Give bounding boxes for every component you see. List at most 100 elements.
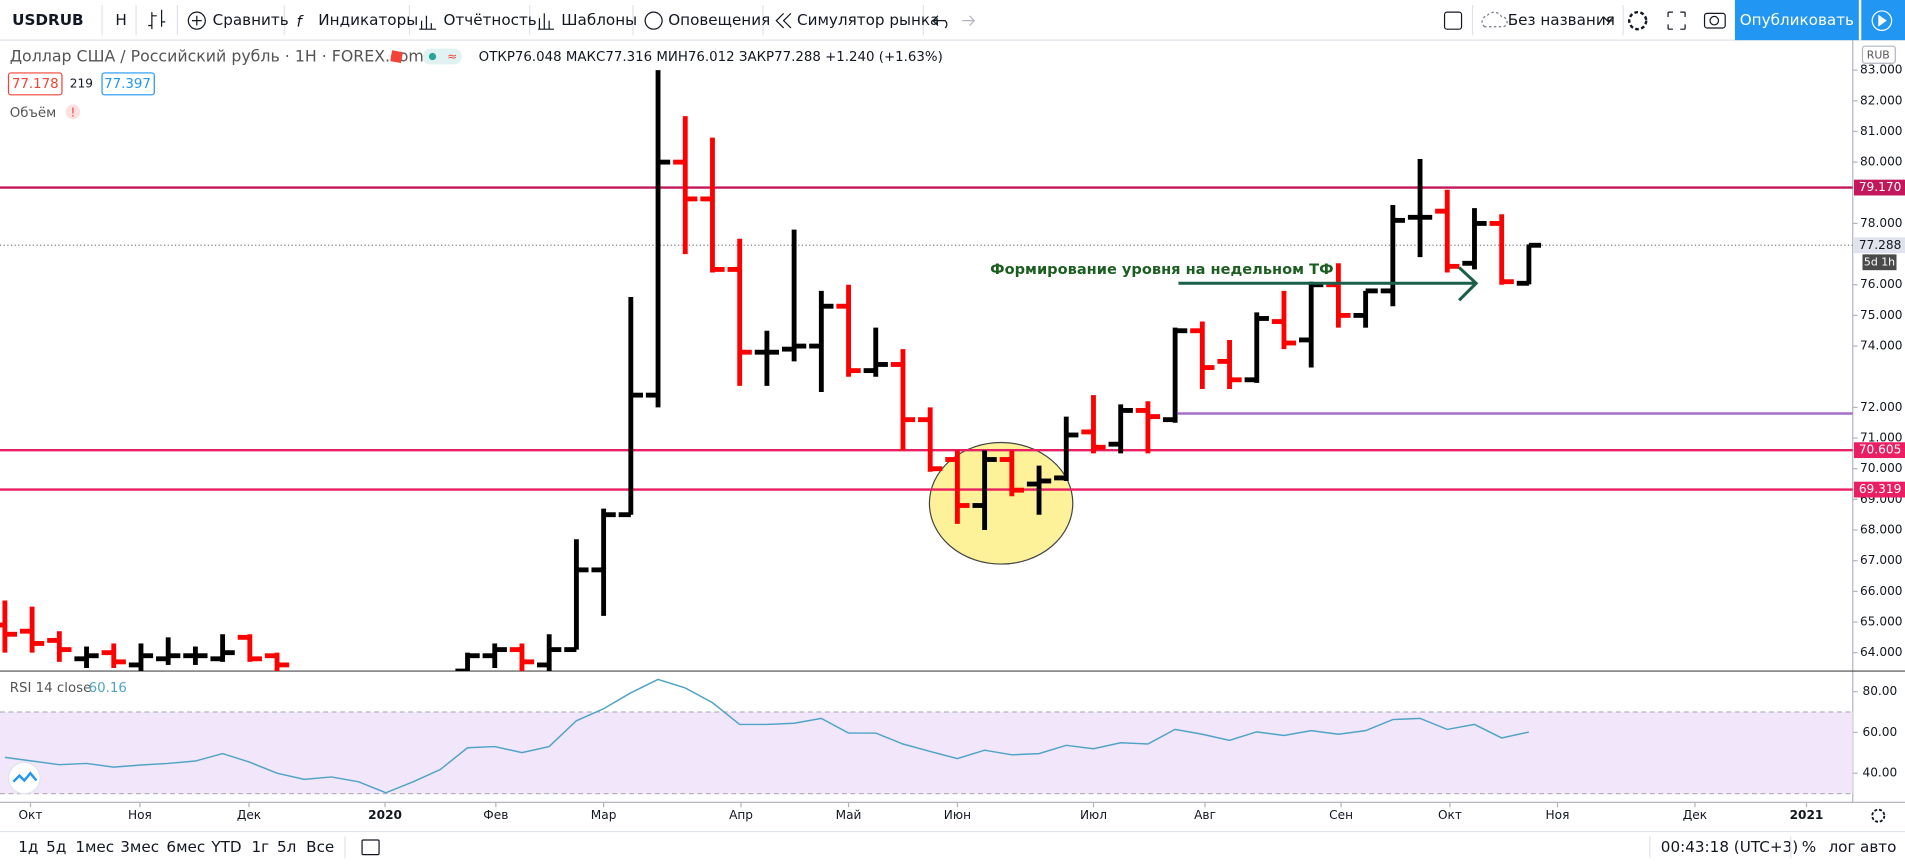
symbol[interactable]: USDRUB: [12, 11, 83, 29]
x-tick-label: Мар: [591, 808, 617, 822]
log-toggle[interactable]: лог: [1828, 838, 1855, 856]
warning-badge[interactable]: [65, 104, 81, 120]
alerts-icon[interactable]: [644, 11, 663, 30]
publish-label[interactable]: Опубликовать: [1740, 11, 1854, 29]
range-button[interactable]: 5л: [277, 838, 296, 856]
replay-icon[interactable]: [775, 12, 792, 29]
high: 77.316: [605, 50, 652, 65]
instrument-title: Доллар США / Российский рубль · 1Н · FOR…: [10, 47, 424, 66]
compare-icon[interactable]: [187, 11, 206, 30]
open-label: ОТКР: [479, 50, 515, 65]
layout-name[interactable]: Без названия: [1508, 11, 1615, 29]
x-tick-label: Ноя: [128, 808, 152, 822]
redo[interactable]: [962, 15, 975, 26]
y-tick-label: 60.00: [1862, 725, 1897, 739]
ohlc-legend: ОТКР76.048 МАКС77.316 МИН76.012 ЗАКР77.2…: [479, 50, 943, 65]
bid-box[interactable]: [7, 72, 63, 96]
financials[interactable]: Отчётность: [443, 11, 536, 29]
flag-icon: [390, 50, 403, 63]
indicators[interactable]: Индикаторы: [318, 11, 418, 29]
level-label: 69.319: [1859, 482, 1901, 496]
level-label-box: [1853, 481, 1905, 498]
indicators-icon[interactable]: f: [296, 12, 304, 30]
clock: 00:43:18 (UTC+3): [1661, 838, 1798, 856]
bar-style-icon[interactable]: [148, 9, 166, 30]
annotation: Формирование уровня на недельном ТФ: [990, 261, 1333, 278]
bid[interactable]: 77.178: [12, 77, 59, 92]
x-tick-label: Май: [836, 808, 862, 822]
x-tick-label: Дек: [237, 808, 261, 822]
x-tick-label: Апр: [729, 808, 753, 822]
y-tick-label: 64.000: [1860, 645, 1902, 659]
y-tick-label: 81.000: [1860, 124, 1902, 138]
rsi-band: [0, 712, 1853, 794]
y-tick-label: 76.000: [1860, 277, 1902, 291]
x-tick-label: Дек: [1683, 808, 1707, 822]
range-button[interactable]: 5д: [46, 838, 66, 856]
alerts[interactable]: Оповещения: [668, 11, 770, 29]
y-tick-label: 68.000: [1860, 523, 1902, 537]
y-tick-label: 82.000: [1860, 93, 1902, 107]
level-label: 79.170: [1859, 180, 1901, 194]
high-label: МАКС: [566, 50, 605, 65]
svg-text:≈: ≈: [447, 50, 457, 64]
y-tick-label: 74.000: [1860, 339, 1902, 353]
layout-checkbox[interactable]: [1443, 11, 1463, 30]
cloud-icon: [1481, 11, 1508, 28]
replay[interactable]: Симулятор рынка: [797, 11, 939, 29]
y-tick-label: 40.00: [1862, 766, 1897, 780]
snapshot-icon[interactable]: [1703, 12, 1726, 29]
compare[interactable]: Сравнить: [213, 11, 289, 29]
templates[interactable]: Шаблоны: [561, 11, 637, 29]
ask[interactable]: 77.397: [104, 77, 151, 92]
publish-button[interactable]: [1734, 0, 1859, 41]
rsi-line: [4, 678, 1530, 794]
settings-icon[interactable]: [1627, 10, 1648, 31]
auto-toggle[interactable]: авто: [1860, 838, 1896, 856]
fullscreen-icon[interactable]: [1667, 11, 1686, 30]
x-tick-label: Окт: [18, 808, 42, 822]
range-button[interactable]: 1г: [251, 838, 269, 856]
spread: 219: [70, 76, 93, 90]
range-button[interactable]: 6мес: [166, 838, 205, 856]
x-tick-label: Авг: [1194, 808, 1216, 822]
close-label: ЗАКР: [739, 50, 774, 65]
top-toolbar: USDRUB Н Сравнить f Индикаторы Отчётност…: [0, 0, 1905, 41]
currency-box[interactable]: [1861, 45, 1896, 64]
axes: 64.00065.00066.00067.00068.00069.00070.0…: [18, 63, 1905, 822]
percent-toggle[interactable]: %: [1802, 838, 1816, 856]
close: 77.288: [774, 50, 821, 65]
x-tick-label: Июн: [944, 808, 971, 822]
last-price-label: 77.288: [1859, 238, 1901, 252]
warning[interactable]: !: [70, 106, 75, 120]
templates-icon[interactable]: [538, 13, 555, 30]
y-tick-label: 67.000: [1860, 553, 1902, 567]
open: 76.048: [515, 50, 562, 65]
rsi-title: RSI 14 close: [10, 681, 92, 696]
volume-label: Объём: [10, 105, 56, 121]
range-button[interactable]: YTD: [210, 838, 241, 856]
currency[interactable]: RUB: [1867, 48, 1890, 61]
range-button[interactable]: 3мес: [120, 838, 159, 856]
x-tick-label: 2020: [368, 808, 402, 822]
low: 76.012: [688, 50, 735, 65]
axis-settings[interactable]: [1871, 808, 1886, 823]
interval[interactable]: Н: [115, 11, 126, 29]
logo[interactable]: [7, 761, 41, 795]
range-button[interactable]: Все: [306, 838, 334, 856]
y-tick-label: 80.000: [1860, 155, 1902, 169]
range-button[interactable]: 1д: [18, 838, 38, 856]
ask-box[interactable]: [101, 72, 155, 96]
status-pill: [422, 48, 462, 65]
rsi-last: 60.16: [89, 681, 127, 696]
dropdown-arrow[interactable]: [1603, 16, 1614, 23]
change: +1.240 (+1.63%): [825, 50, 943, 65]
level-label-box: [1853, 442, 1905, 459]
goto-date-icon[interactable]: [361, 839, 380, 856]
financials-icon[interactable]: [419, 15, 437, 30]
range-button[interactable]: 1мес: [75, 838, 114, 856]
x-tick-label: 2021: [1790, 808, 1824, 822]
bottom-bar: 1д 5д 1мес 3мес 6мес YTD 1г 5л Все: [18, 838, 334, 856]
undo[interactable]: [932, 15, 948, 29]
